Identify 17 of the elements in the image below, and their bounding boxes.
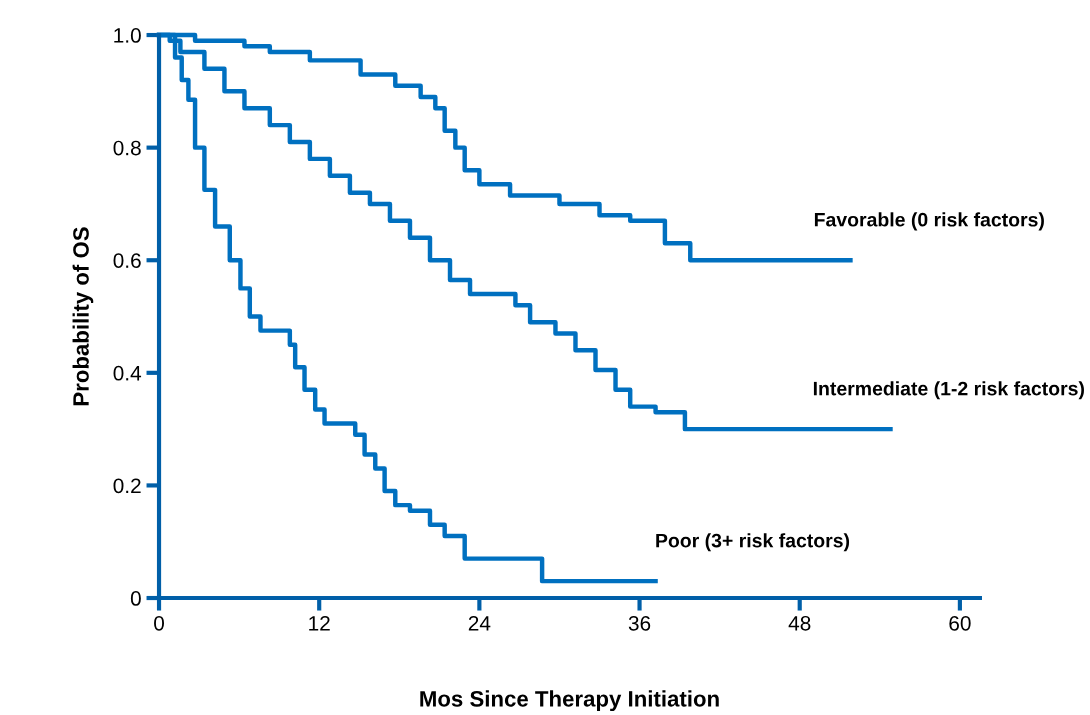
x-tick-label: 36: [628, 615, 651, 631]
x-tick-label: 0: [154, 615, 165, 631]
y-tick-label: 0: [130, 591, 141, 606]
x-axis-title: Mos Since Therapy Initiation: [420, 690, 719, 712]
series-label: Poor (3+ risk factors): [656, 533, 850, 552]
series-label: Favorable (0 risk factors): [814, 212, 1044, 231]
y-axis-title: Probability of OS: [72, 227, 94, 406]
x-tick-label: 24: [468, 615, 491, 631]
y-tick-label: 0.2: [113, 478, 141, 494]
y-tick-label: 1.0: [114, 28, 141, 43]
series-label: Intermediate (1-2 risk factors): [813, 381, 1084, 400]
x-tick-label: 60: [949, 615, 971, 631]
y-tick-label: 0.4: [113, 365, 142, 381]
x-tick-label: 12: [309, 615, 330, 631]
y-tick-label: 0.6: [113, 253, 141, 268]
x-tick-label: 48: [788, 615, 811, 631]
y-tick-label: 0.8: [113, 140, 141, 156]
